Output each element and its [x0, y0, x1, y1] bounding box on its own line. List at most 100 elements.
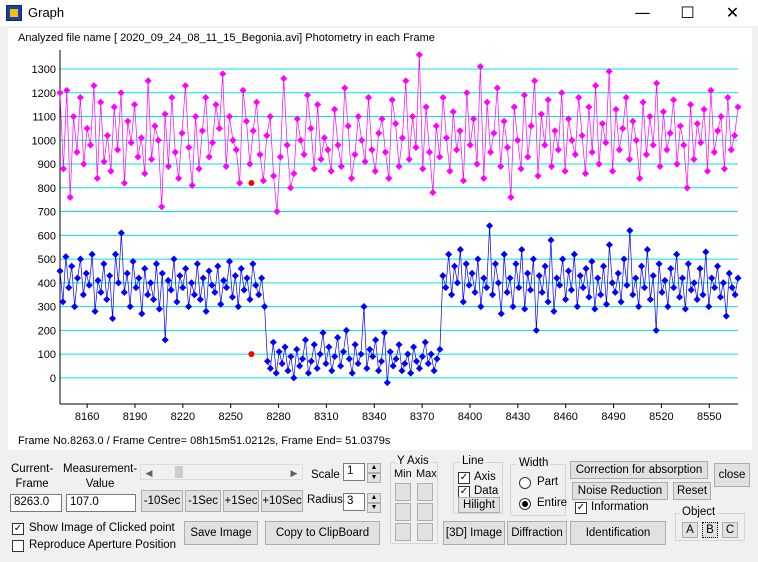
series-2-point [190, 291, 198, 299]
information-checkbox[interactable]: ✓ [575, 502, 587, 514]
copy-to-clipboard-button[interactable]: Copy to ClipBoard [265, 521, 380, 545]
save-image-button[interactable]: Save Image [184, 521, 258, 545]
scroll-thumb[interactable] [175, 466, 183, 478]
series-2-point [147, 279, 155, 287]
hilight-button[interactable]: Hilight [458, 497, 500, 513]
object-b-button[interactable]: B [702, 522, 718, 538]
series-2-point [255, 291, 263, 299]
y-max-mid-button[interactable] [417, 503, 433, 521]
series-1-point [93, 174, 101, 182]
series-2-point [676, 293, 684, 301]
series-1-point [107, 167, 115, 175]
series-2-point [310, 341, 318, 349]
series-1-point [368, 146, 376, 154]
scale-field[interactable]: 1 [343, 463, 365, 481]
y-max-label: Max [416, 468, 437, 480]
series-1-point [327, 167, 335, 175]
reproduce-aperture-checkbox[interactable] [12, 540, 24, 552]
close-button[interactable]: close [714, 463, 750, 487]
plus-10-sec-button[interactable]: +10Sec [261, 490, 303, 512]
series-1-point [656, 162, 664, 170]
series-1-point [178, 129, 186, 137]
series-2-point [518, 246, 526, 254]
series-1-point [222, 162, 230, 170]
correction-for-absorption-button[interactable]: Correction for absorption [570, 461, 708, 479]
series-1-point [463, 89, 471, 97]
minimize-button[interactable]: — [634, 3, 651, 22]
reset-button[interactable]: Reset [673, 482, 711, 500]
scroll-right-icon[interactable]: ▶ [290, 468, 298, 478]
series-2-point [231, 272, 239, 280]
current-frame-field[interactable]: 8263.0 [10, 494, 62, 512]
series-2-point [135, 274, 143, 282]
y-max-down-button[interactable] [417, 523, 433, 541]
series-1-point [147, 155, 156, 163]
scroll-left-icon[interactable]: ◀ [145, 468, 153, 478]
series-2-point [503, 288, 511, 296]
series-2-point [278, 360, 286, 368]
y-tick-label: 1300 [32, 64, 56, 76]
series-1-point [646, 112, 654, 121]
diffraction-button[interactable]: Diffraction [507, 521, 567, 545]
series-2-point [73, 274, 82, 282]
radius-up-icon[interactable]: ▲ [367, 493, 381, 503]
series-2-point [714, 262, 722, 270]
series-2-point [141, 265, 149, 273]
series-2-point [673, 250, 681, 258]
series-1-point [432, 122, 440, 130]
noise-reduction-button[interactable]: Noise Reduction [572, 482, 668, 500]
series-1-point [378, 115, 386, 123]
y-min-down-button[interactable] [395, 523, 411, 541]
series-2-point [164, 276, 172, 284]
show-image-checkbox[interactable]: ✓ [12, 523, 24, 535]
series-2-point [684, 260, 692, 268]
close-window-button[interactable]: ✕ [725, 3, 740, 22]
series-2-point [389, 362, 397, 370]
minus-1-sec-button[interactable]: -1Sec [185, 490, 221, 512]
series-2-point [526, 286, 535, 294]
series-1-point [205, 153, 213, 161]
object-a-button[interactable]: A [682, 522, 698, 538]
measurement-value-field[interactable]: 107.0 [66, 494, 136, 512]
radius-down-icon[interactable]: ▼ [367, 503, 381, 513]
series-2-point [486, 222, 494, 230]
scale-down-icon[interactable]: ▼ [367, 473, 381, 483]
series-1-point [249, 127, 257, 135]
frame-scrollbar[interactable]: ◀ ▶ [140, 464, 303, 480]
series-2-point [71, 303, 79, 311]
series-2-point [395, 341, 403, 349]
series-1-point [419, 165, 427, 173]
line-axis-checkbox[interactable]: ✓ [458, 472, 470, 484]
series-2-point [670, 284, 678, 292]
series-1-point [429, 189, 437, 197]
graph-panel[interactable]: Analyzed file name [ 2020_09_24_08_11_15… [8, 28, 752, 450]
radius-field[interactable]: 3 [343, 493, 365, 511]
maximize-button[interactable]: ☐ [680, 3, 695, 22]
photometry-chart[interactable]: 0 100 200 300 400 500 600 700 800 900 1000 1100 1200… [8, 28, 752, 450]
y-axis-group: Y Axis Min Max [390, 455, 438, 544]
series-1-point [215, 124, 223, 132]
object-c-button[interactable]: C [722, 522, 738, 538]
width-part-radio[interactable] [519, 477, 531, 489]
series-2-point [410, 343, 418, 351]
series-2-point [339, 348, 348, 356]
3d-image-button[interactable]: [3D] Image [443, 521, 505, 545]
information-label: Information [591, 501, 649, 513]
series-1-point [300, 151, 308, 159]
scale-up-icon[interactable]: ▲ [367, 463, 381, 473]
y-max-up-button[interactable] [417, 483, 433, 501]
y-tick-label: 0 [50, 373, 56, 385]
series-1-point [402, 77, 410, 85]
width-entire-radio[interactable] [519, 498, 531, 510]
series-2-point [678, 274, 687, 282]
plus-1-sec-button[interactable]: +1Sec [223, 490, 259, 512]
y-min-mid-button[interactable] [395, 503, 411, 521]
identification-button[interactable]: Identification [570, 521, 666, 545]
series-2-point [725, 269, 733, 277]
series-1-point [714, 127, 722, 135]
series-1-point [727, 146, 735, 154]
series-1-point [466, 141, 474, 149]
minus-10-sec-button[interactable]: -10Sec [141, 490, 183, 512]
series-1-point [307, 124, 315, 132]
y-min-up-button[interactable] [395, 483, 411, 501]
